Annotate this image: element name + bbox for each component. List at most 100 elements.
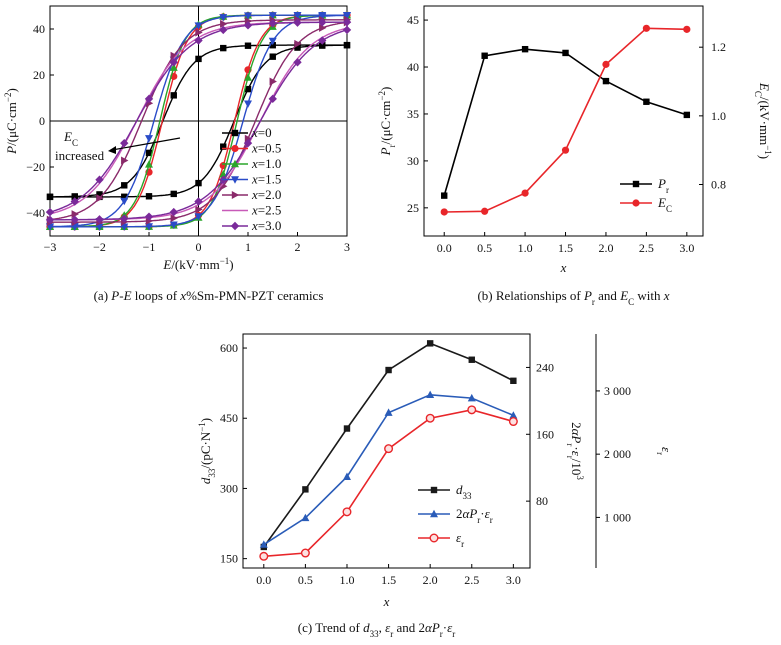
x-tick-label: 0.5 bbox=[477, 241, 492, 255]
caption-a-part: %Sm-PMN-PZT ceramics bbox=[186, 288, 323, 303]
legend-marker bbox=[231, 176, 239, 184]
data-point bbox=[384, 444, 394, 454]
annotation-arrow bbox=[111, 137, 181, 151]
caption-b-part: P bbox=[583, 288, 592, 303]
data-point bbox=[521, 189, 529, 197]
loop-marker bbox=[71, 193, 78, 200]
loop-marker bbox=[343, 41, 351, 49]
data-point bbox=[259, 540, 268, 548]
legend-label: x=2.5 bbox=[251, 203, 281, 218]
plot-frame bbox=[423, 5, 704, 237]
y-axis-label-part: ) bbox=[4, 88, 19, 92]
caption-c-part: ε bbox=[385, 620, 391, 635]
data-point bbox=[510, 377, 517, 384]
legend-label-part: 33 bbox=[463, 491, 473, 501]
data-point bbox=[426, 390, 435, 399]
legend-label-part: r bbox=[666, 185, 669, 195]
loop-marker bbox=[319, 41, 326, 49]
loop-marker bbox=[244, 85, 252, 93]
panel-c-d33-trend: 0.0 0.5 1.0 1.5 2.0 2.5 3.0 150 300 450 600 80 160 24… bbox=[197, 333, 674, 639]
data-point bbox=[509, 411, 518, 419]
x-tick-label: 3.0 bbox=[506, 573, 521, 587]
y-tick-label: 45 bbox=[407, 13, 419, 27]
y3-tick-label: 3 000 bbox=[604, 384, 631, 398]
legend-label: x=1.5 bbox=[251, 172, 281, 187]
data-point bbox=[642, 24, 650, 32]
loop-marker bbox=[268, 19, 277, 28]
legend-marker bbox=[230, 221, 240, 231]
loop-marker bbox=[121, 193, 128, 200]
data-point bbox=[481, 207, 489, 215]
y3-tick-label: 1 000 bbox=[604, 510, 631, 524]
y-tick-label: −40 bbox=[26, 206, 45, 220]
x-tick-label: −1 bbox=[143, 240, 156, 254]
loop-marker bbox=[220, 143, 227, 150]
x-tick-label: 2 bbox=[295, 240, 301, 254]
y-axis-label-part: −2 bbox=[3, 93, 13, 103]
y2-axis-label-part: 3 bbox=[575, 475, 585, 480]
y2-tick-label: 160 bbox=[536, 427, 554, 441]
loop-marker bbox=[170, 190, 177, 198]
x-axis-label-part: /(kV·mm bbox=[171, 257, 219, 272]
x-tick-label: 1.0 bbox=[339, 573, 354, 587]
legend-label: 2αPr·εr bbox=[456, 506, 493, 525]
loop-marker bbox=[169, 207, 178, 217]
y-axis-label-part: /(μC·cm bbox=[378, 101, 393, 145]
caption-c-part: r bbox=[452, 629, 455, 639]
loop-marker bbox=[70, 197, 79, 206]
y-axis-label-part: −2 bbox=[377, 91, 387, 101]
caption-b-part: and bbox=[595, 288, 620, 303]
y2-axis-label-part: E bbox=[757, 82, 772, 91]
data-point bbox=[468, 356, 475, 363]
legend-marker bbox=[430, 509, 438, 518]
legend-label-part: x bbox=[251, 172, 258, 187]
series-line bbox=[443, 48, 688, 196]
x-tick-label: −2 bbox=[93, 240, 106, 254]
annotation-ec-part: C bbox=[72, 138, 78, 148]
legend-label-part: =2.0 bbox=[258, 187, 282, 202]
y2-tick-label: 0.8 bbox=[711, 178, 726, 192]
y-tick-label: −20 bbox=[26, 160, 45, 174]
loop-marker bbox=[169, 58, 178, 67]
loop-marker bbox=[269, 42, 276, 49]
y-axis-label: P/(μC·cm−2) bbox=[3, 88, 19, 155]
caption-a: (a) P-E loops of x%Sm-PMN-PZT ceramics bbox=[94, 288, 324, 303]
legend-label-part: =1.5 bbox=[258, 172, 282, 187]
y2-axis-label-part: · bbox=[569, 446, 584, 450]
legend-label: Pr bbox=[657, 176, 669, 195]
caption-b: (b) Relationships of Pr and EC with x bbox=[477, 288, 669, 307]
legend-label: x=3.0 bbox=[251, 218, 281, 233]
loop-marker bbox=[46, 193, 54, 200]
data-point bbox=[561, 146, 570, 154]
y-tick-label: 600 bbox=[220, 341, 238, 355]
loop-marker bbox=[194, 36, 203, 45]
legend-label-part: C bbox=[666, 204, 672, 214]
loop-marker bbox=[145, 193, 153, 200]
loop-marker bbox=[268, 37, 277, 46]
legend-label: x=0 bbox=[251, 125, 272, 140]
caption-a-part: x bbox=[179, 288, 186, 303]
legend-label-part: d bbox=[456, 482, 463, 497]
data-point bbox=[426, 340, 434, 347]
caption-b-part: x bbox=[663, 288, 670, 303]
loop-marker bbox=[120, 138, 129, 148]
y-axis-label-part: 33 bbox=[207, 468, 217, 478]
x-tick-label: 3.0 bbox=[679, 241, 694, 255]
data-point bbox=[384, 408, 393, 416]
y-tick-label: 150 bbox=[220, 552, 238, 566]
y2-axis-label-part: /10 bbox=[569, 459, 584, 476]
caption-b-part: r bbox=[592, 297, 595, 307]
data-point bbox=[562, 49, 569, 57]
x-tick-label: 0.0 bbox=[437, 241, 452, 255]
y-axis-label: Pr/(μC·cm−2) bbox=[377, 87, 397, 157]
loop-marker bbox=[243, 21, 253, 30]
y2-axis-label-part: /(kV·mm bbox=[757, 97, 772, 145]
caption-a-part: (a) bbox=[94, 288, 112, 303]
y-axis-label-part: ) bbox=[198, 418, 213, 422]
loop-marker bbox=[169, 63, 178, 71]
data-point bbox=[342, 507, 352, 517]
legend-label: x=0.5 bbox=[251, 141, 281, 156]
caption-c-part: r bbox=[440, 629, 443, 639]
x-tick-label: 0.5 bbox=[298, 573, 313, 587]
y-axis-label-part: r bbox=[387, 144, 397, 147]
